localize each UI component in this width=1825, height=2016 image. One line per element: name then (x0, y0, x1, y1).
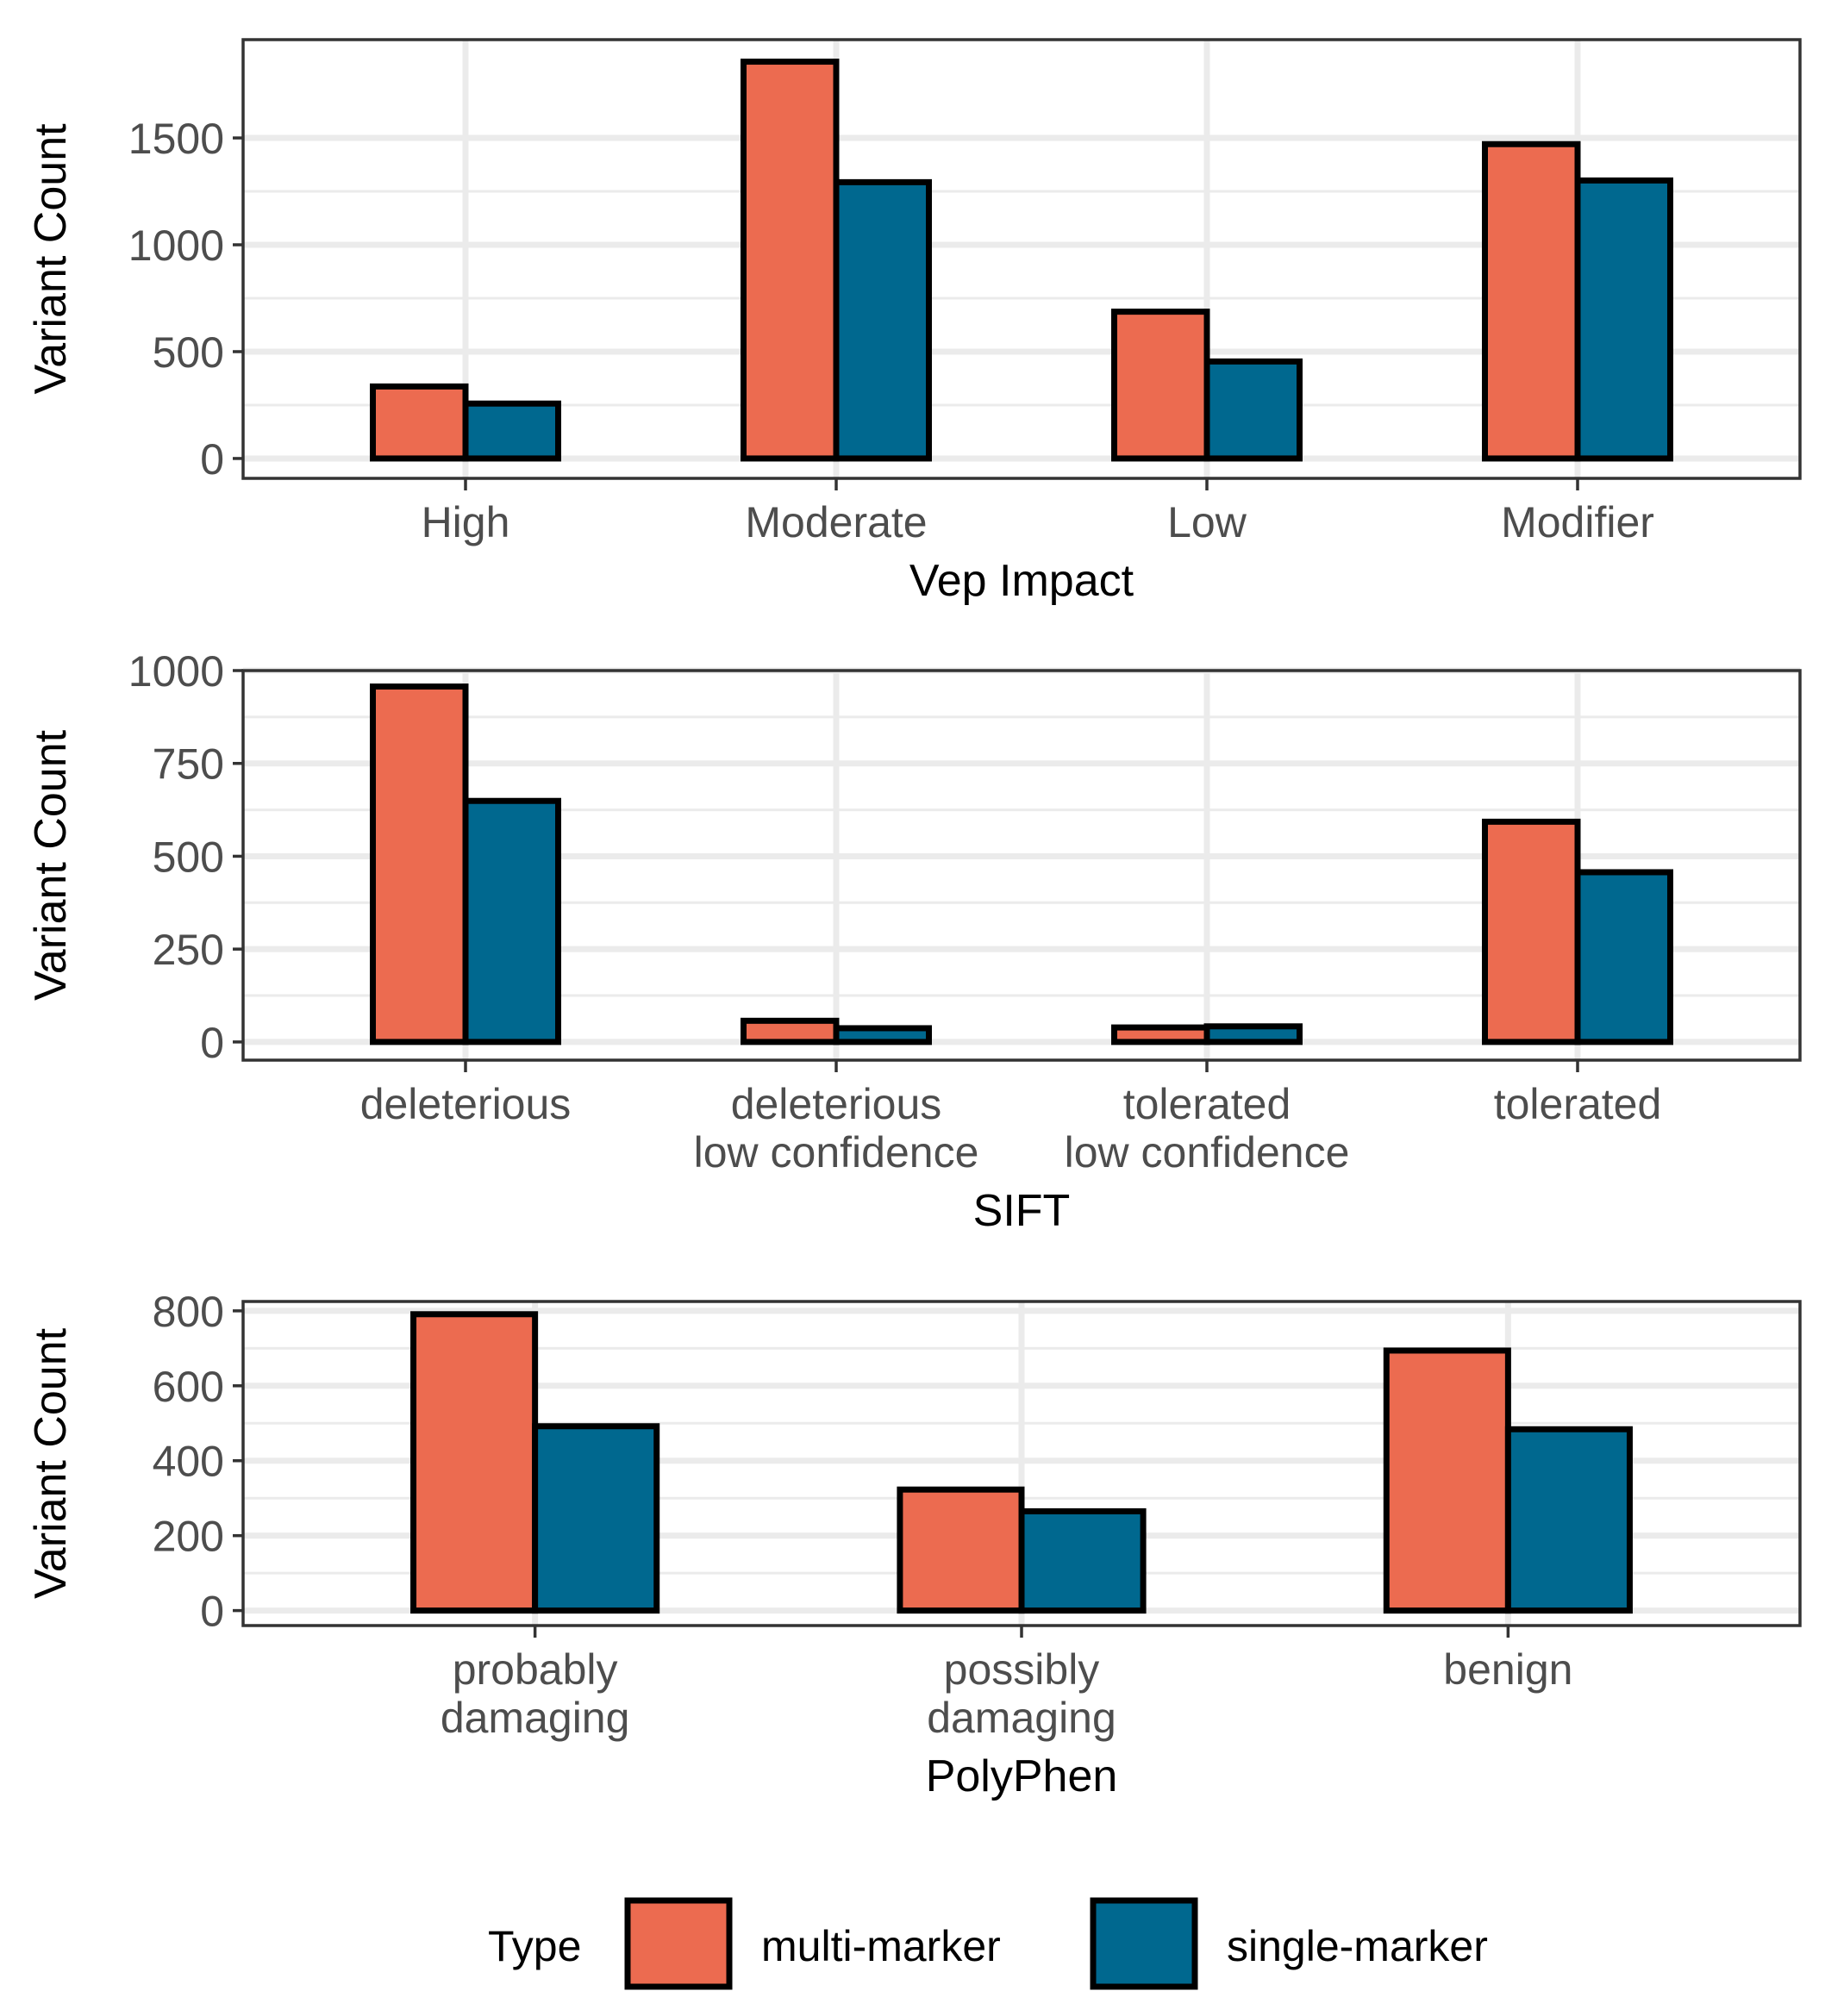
x-tick-label: tolerated low confidence (1065, 1080, 1350, 1177)
y-tick-label: 750 (153, 740, 224, 789)
x-tick-label: probably damaging (441, 1645, 630, 1742)
panel-vep-impact: 0 500 1000 1500 High Moderate Low Modifier Vep I… (26, 38, 1802, 606)
y-tick-label: 500 (153, 328, 224, 377)
bar-single-marker-0 (532, 1423, 660, 1614)
y-tick-label: 200 (153, 1513, 224, 1561)
bar-single-marker-0 (462, 797, 561, 1045)
y-tick-label: 1500 (128, 115, 224, 163)
bar-multi-marker-2 (1111, 309, 1210, 462)
bar-multi-marker-3 (1482, 140, 1581, 462)
panel-border (241, 669, 1802, 1062)
x-tick-label: High (422, 498, 510, 546)
x-tick-label: possibly damaging (927, 1645, 1116, 1742)
bar-multi-marker-2 (1111, 1024, 1210, 1045)
y-tick-label: 500 (153, 833, 224, 881)
x-axis-title: Vep Impact (909, 556, 1134, 606)
bar-multi-marker-0 (410, 1311, 539, 1614)
bar-multi-marker-1 (897, 1486, 1025, 1614)
y-tick-label: 0 (200, 1019, 224, 1067)
panel-border (241, 38, 1802, 480)
bar-multi-marker-1 (741, 59, 840, 462)
y-tick-label: 1000 (128, 222, 224, 270)
bar-multi-marker-0 (370, 683, 469, 1045)
y-axis-title: Variant Count (26, 729, 76, 1001)
x-axis-title: SIFT (973, 1186, 1071, 1236)
x-tick-label: tolerated (1494, 1080, 1662, 1128)
bar-single-marker-0 (462, 400, 561, 462)
y-tick-label: 800 (153, 1288, 224, 1336)
bar-multi-marker-1 (741, 1017, 840, 1045)
y-tick-label: 0 (200, 1588, 224, 1636)
y-tick-label: 600 (153, 1363, 224, 1411)
panel-sift: 0 250 500 750 1000 deleterious deleterious low … (26, 647, 1802, 1236)
panel-polyphen: 0 200 400 600 800 probably damaging possibly dam… (26, 1288, 1802, 1801)
x-tick-label: Modifier (1501, 498, 1654, 546)
legend: Type multi-marker single-marker (488, 1897, 1488, 1990)
y-tick-label: 1000 (128, 647, 224, 696)
x-tick-label: Moderate (745, 498, 927, 546)
legend-title: Type (488, 1922, 581, 1970)
legend-label: single-marker (1227, 1922, 1488, 1970)
legend-label: multi-marker (761, 1922, 1001, 1970)
bar-single-marker-2 (1504, 1426, 1633, 1614)
x-tick-label: deleterious low confidence (694, 1080, 979, 1177)
y-tick-label: 250 (153, 926, 224, 974)
bar-single-marker-1 (1018, 1507, 1147, 1614)
x-axis-title: PolyPhen (926, 1751, 1118, 1801)
bar-single-marker-2 (1203, 1023, 1303, 1045)
y-tick-label: 0 (200, 435, 224, 484)
bar-single-marker-2 (1203, 358, 1303, 462)
bar-multi-marker-2 (1383, 1347, 1511, 1614)
bar-single-marker-1 (833, 178, 932, 462)
x-tick-label: deleterious (360, 1080, 572, 1128)
y-axis-title: Variant Count (26, 123, 76, 395)
bar-multi-marker-3 (1482, 818, 1581, 1045)
y-tick-label: 400 (153, 1438, 224, 1486)
bar-single-marker-3 (1574, 177, 1673, 462)
x-tick-label: Low (1167, 498, 1247, 546)
legend-key-multi-marker (624, 1897, 733, 1990)
bar-single-marker-3 (1574, 869, 1673, 1045)
y-axis-title: Variant Count (26, 1327, 76, 1599)
bar-multi-marker-0 (370, 383, 469, 462)
bar-single-marker-1 (833, 1025, 932, 1045)
x-tick-label: benign (1443, 1645, 1572, 1694)
legend-key-single-marker (1090, 1897, 1198, 1990)
